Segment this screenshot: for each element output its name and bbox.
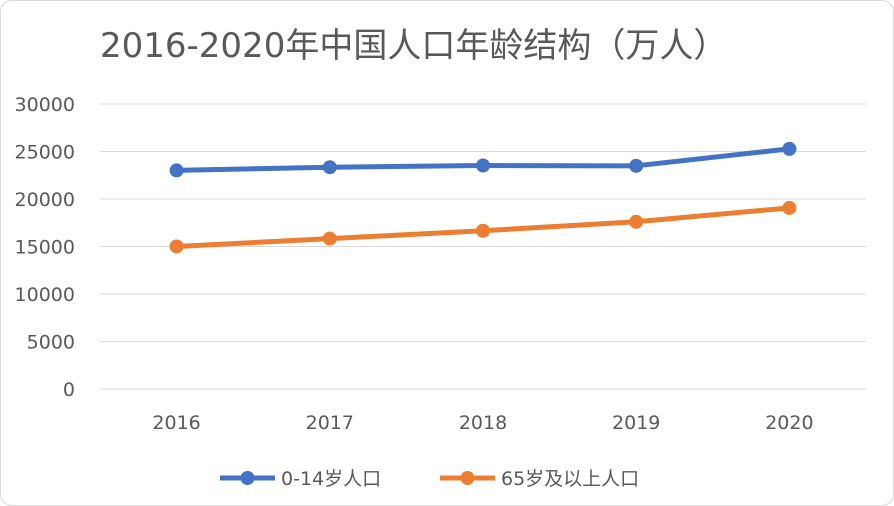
data-point [782, 200, 797, 215]
y-tick-label: 30000 [15, 94, 75, 116]
data-point [629, 214, 644, 229]
data-point [169, 239, 184, 254]
x-tick-label: 2016 [152, 412, 200, 434]
data-point [322, 160, 337, 175]
y-tick-label: 15000 [15, 237, 75, 259]
x-tick-label: 2020 [765, 412, 813, 434]
data-point [476, 158, 490, 173]
y-tick-label: 10000 [15, 284, 75, 306]
x-tick-label: 2017 [306, 412, 354, 434]
data-point [476, 223, 490, 238]
y-tick-label: 25000 [15, 142, 75, 164]
data-point [322, 231, 337, 246]
data-point [629, 158, 644, 173]
y-tick-label: 0 [63, 379, 75, 401]
x-tick-label: 2019 [612, 412, 660, 434]
y-tick-label: 5000 [27, 332, 75, 354]
x-tick-label: 2018 [459, 412, 507, 434]
legend-marker-1 [460, 471, 475, 485]
legend-label-1: 65岁及以上人口 [501, 468, 639, 490]
data-point [782, 141, 797, 156]
y-tick-label: 20000 [15, 189, 75, 211]
legend-label-0: 0-14岁人口 [281, 468, 381, 490]
legend-marker-0 [240, 471, 255, 485]
data-point [169, 163, 184, 178]
chart-title: 2016-2020年中国人口年龄结构（万人） [100, 26, 727, 66]
